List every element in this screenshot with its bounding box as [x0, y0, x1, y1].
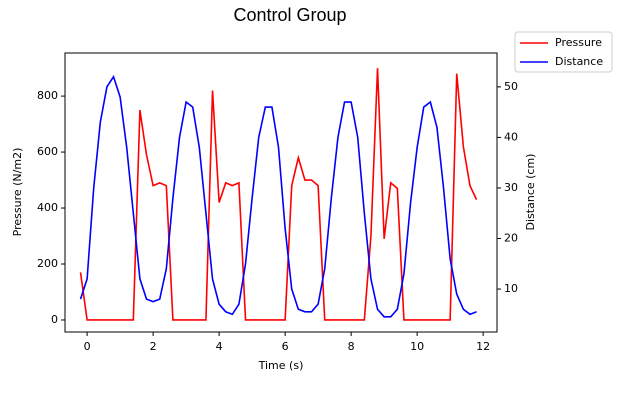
x-tick-label: 6	[282, 340, 289, 353]
y-tick-label: 800	[37, 89, 58, 102]
y2-tick-label: 50	[504, 80, 518, 93]
x-axis-label: Time (s)	[258, 359, 304, 372]
legend-label: Pressure	[555, 36, 602, 49]
y2-tick-label: 10	[504, 282, 518, 295]
data-line	[79, 74, 477, 318]
x-tick-label: 12	[476, 340, 490, 353]
y2-axis-label: Distance (cm)	[524, 154, 537, 231]
x-tick-label: 2	[150, 340, 157, 353]
y2-tick-label: 30	[504, 181, 518, 194]
chart-title: Control Group	[233, 5, 346, 25]
x-tick-label: 10	[410, 340, 424, 353]
y2-tick-label: 20	[504, 231, 518, 244]
y-tick-label: 200	[37, 257, 58, 270]
plot-frame	[64, 52, 498, 333]
x-tick-label: 0	[84, 340, 91, 353]
y-tick-label: 600	[37, 145, 58, 158]
x-tick-label: 4	[216, 340, 223, 353]
y2-tick-label: 40	[504, 130, 518, 143]
x-tick-label: 8	[348, 340, 355, 353]
y-tick-label: 0	[51, 313, 58, 326]
y-axis-label: Pressure (N/m2)	[11, 148, 24, 237]
legend-label: Distance	[555, 55, 603, 68]
data-line	[79, 68, 478, 321]
y-tick-label: 400	[37, 201, 58, 214]
